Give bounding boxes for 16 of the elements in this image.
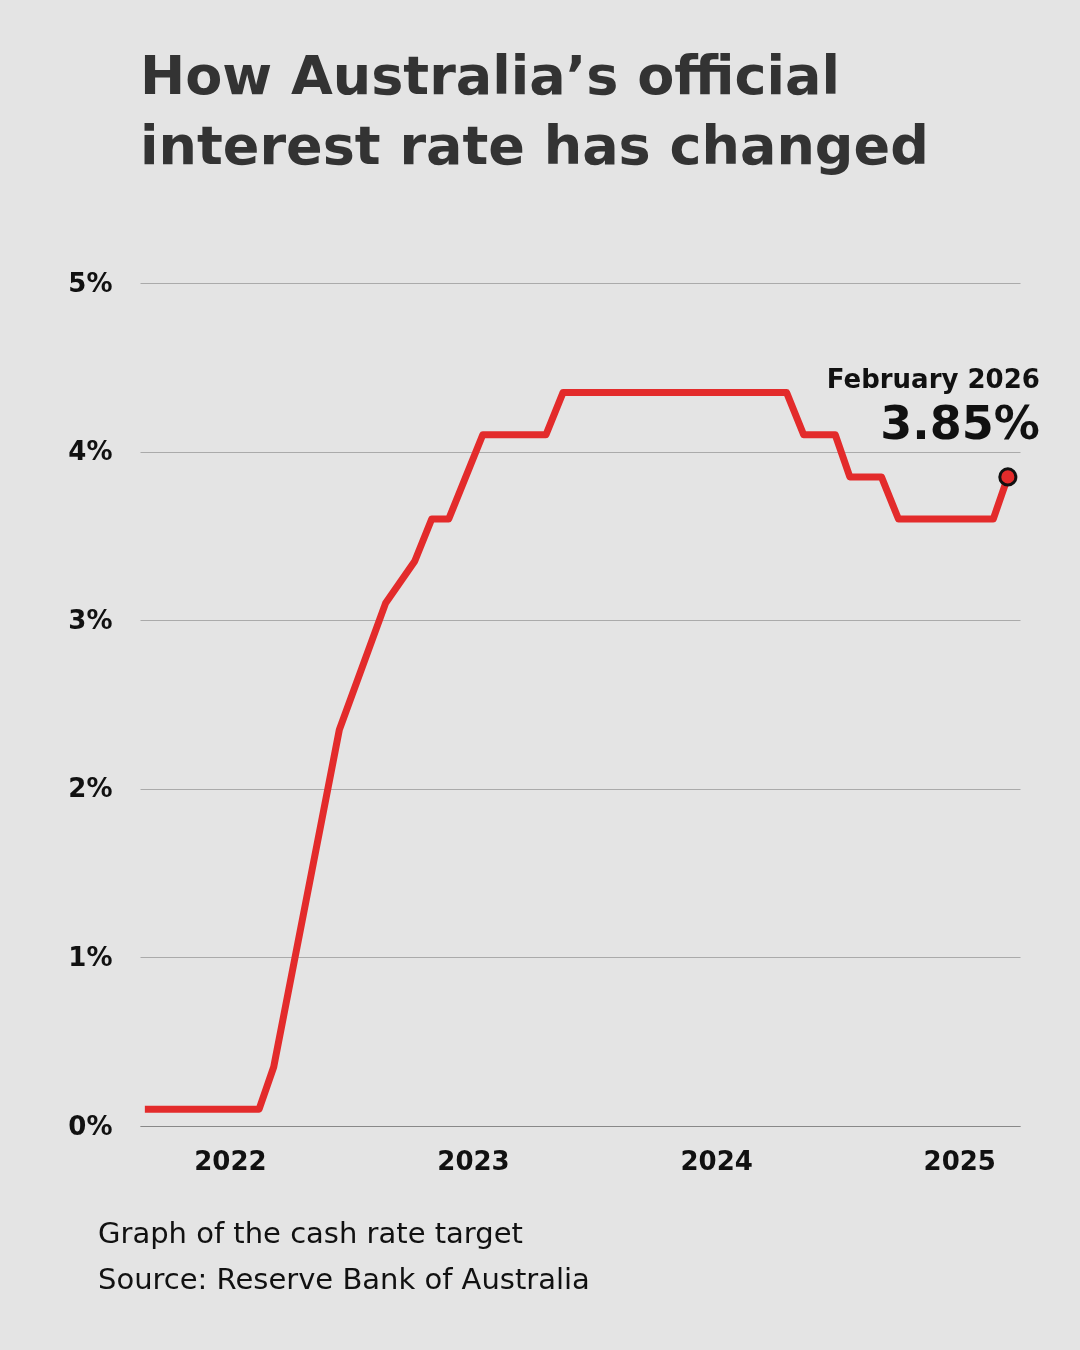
y-tick-label: 4% xyxy=(68,436,113,467)
text: Graph of the cash rate target xyxy=(98,1216,523,1250)
text: How Australia’s official xyxy=(140,44,840,107)
x-tick-label: 2025 xyxy=(923,1145,996,1176)
text: interest rate has changed xyxy=(140,114,929,177)
y-tick-label: 0% xyxy=(68,1110,113,1141)
y-tick-label: 3% xyxy=(68,604,113,635)
x-tick-label: 2022 xyxy=(194,1145,267,1176)
data-label: 3.85% xyxy=(880,395,1040,450)
y-tick-label: 1% xyxy=(68,941,113,972)
x-tick-label: 2024 xyxy=(680,1145,753,1176)
source-note: Source: Reserve Bank of Australia xyxy=(98,1262,590,1296)
x-tick-label: 2023 xyxy=(437,1145,510,1176)
y-tick-label: 2% xyxy=(68,773,113,804)
y-tick-label: 5% xyxy=(68,267,113,298)
annotation: February 2026 xyxy=(826,363,1040,394)
